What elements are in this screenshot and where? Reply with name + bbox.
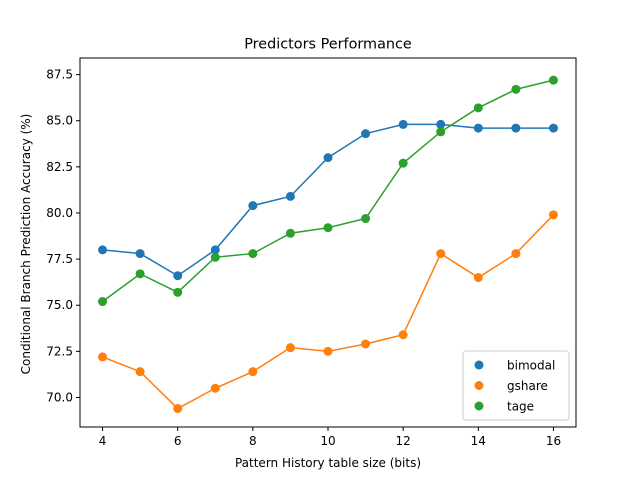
tage-point bbox=[511, 84, 521, 94]
y-tick-label: 72.5 bbox=[46, 344, 73, 358]
gshare-point bbox=[473, 273, 483, 283]
legend: bimodal gshare tage bbox=[462, 350, 570, 421]
legend-marker-bimodal bbox=[474, 360, 484, 370]
bimodal-point bbox=[548, 123, 558, 133]
y-tick-label: 82.5 bbox=[46, 160, 73, 174]
y-axis: 70.0 72.5 75.0 77.5 80.0 82.5 85.0 87.5 bbox=[46, 68, 80, 404]
tage-point bbox=[210, 252, 220, 262]
bimodal-point bbox=[436, 119, 446, 129]
gshare-point bbox=[98, 352, 108, 362]
x-tick-label: 16 bbox=[546, 434, 561, 448]
gshare-point bbox=[361, 339, 371, 349]
bimodal-point bbox=[98, 245, 108, 255]
gshare-point bbox=[548, 210, 558, 220]
x-tick-label: 8 bbox=[249, 434, 257, 448]
series-layer bbox=[98, 75, 558, 414]
series-tage bbox=[98, 75, 558, 307]
tage-point bbox=[135, 269, 145, 279]
legend-label-tage: tage bbox=[507, 400, 534, 414]
y-tick-label: 75.0 bbox=[46, 298, 73, 312]
y-tick-label: 80.0 bbox=[46, 206, 73, 220]
gshare-point bbox=[511, 249, 521, 259]
bimodal-point bbox=[323, 153, 333, 163]
legend-label-bimodal: bimodal bbox=[507, 359, 555, 373]
y-tick-label: 70.0 bbox=[46, 390, 73, 404]
y-tick-label: 77.5 bbox=[46, 252, 73, 266]
x-axis-label: Pattern History table size (bits) bbox=[235, 456, 421, 470]
plot-area: 4 6 8 10 12 14 16 70.0 72.5 75.0 77.5 80.0 82.5 85.0… bbox=[46, 57, 577, 448]
bimodal-point bbox=[398, 119, 408, 129]
tage-point bbox=[398, 158, 408, 168]
series-bimodal bbox=[98, 119, 558, 281]
x-tick-label: 10 bbox=[320, 434, 335, 448]
gshare-point bbox=[323, 346, 333, 356]
y-axis-label: Conditional Branch Prediction Accuracy (… bbox=[19, 114, 33, 375]
gshare-point bbox=[285, 343, 295, 353]
chart-title: Predictors Performance bbox=[244, 37, 412, 53]
bimodal-point bbox=[285, 191, 295, 201]
y-tick-label: 85.0 bbox=[46, 114, 73, 128]
bimodal-point bbox=[361, 129, 371, 139]
tage-point bbox=[323, 223, 333, 233]
tage-point bbox=[173, 287, 183, 297]
tage-point bbox=[285, 228, 295, 238]
x-axis: 4 6 8 10 12 14 16 bbox=[99, 427, 561, 448]
x-tick-label: 6 bbox=[174, 434, 182, 448]
gshare-point bbox=[135, 367, 145, 377]
x-tick-label: 14 bbox=[471, 434, 486, 448]
legend-marker-gshare bbox=[474, 381, 484, 390]
bimodal-point bbox=[173, 271, 183, 281]
tage-point bbox=[548, 75, 558, 85]
bimodal-point bbox=[248, 201, 258, 211]
tage-point bbox=[473, 103, 483, 113]
x-tick-label: 12 bbox=[396, 434, 411, 448]
tage-point bbox=[361, 214, 371, 224]
series-gshare bbox=[98, 210, 558, 414]
legend-marker-tage bbox=[474, 401, 484, 411]
bimodal-point bbox=[511, 123, 521, 133]
bimodal-point bbox=[473, 123, 483, 133]
gshare-point bbox=[248, 367, 258, 377]
tage-point bbox=[248, 249, 258, 259]
bimodal-point bbox=[210, 245, 220, 255]
legend-box bbox=[462, 350, 570, 421]
legend-label-gshare: gshare bbox=[507, 379, 548, 393]
tage-point bbox=[436, 127, 446, 137]
gshare-point bbox=[210, 383, 220, 393]
gshare-point bbox=[398, 330, 408, 340]
bimodal-point bbox=[135, 249, 145, 259]
x-tick-label: 4 bbox=[99, 434, 107, 448]
gshare-point bbox=[173, 404, 183, 414]
y-tick-label: 87.5 bbox=[46, 68, 73, 82]
tage-point bbox=[98, 297, 108, 307]
gshare-point bbox=[436, 249, 446, 259]
